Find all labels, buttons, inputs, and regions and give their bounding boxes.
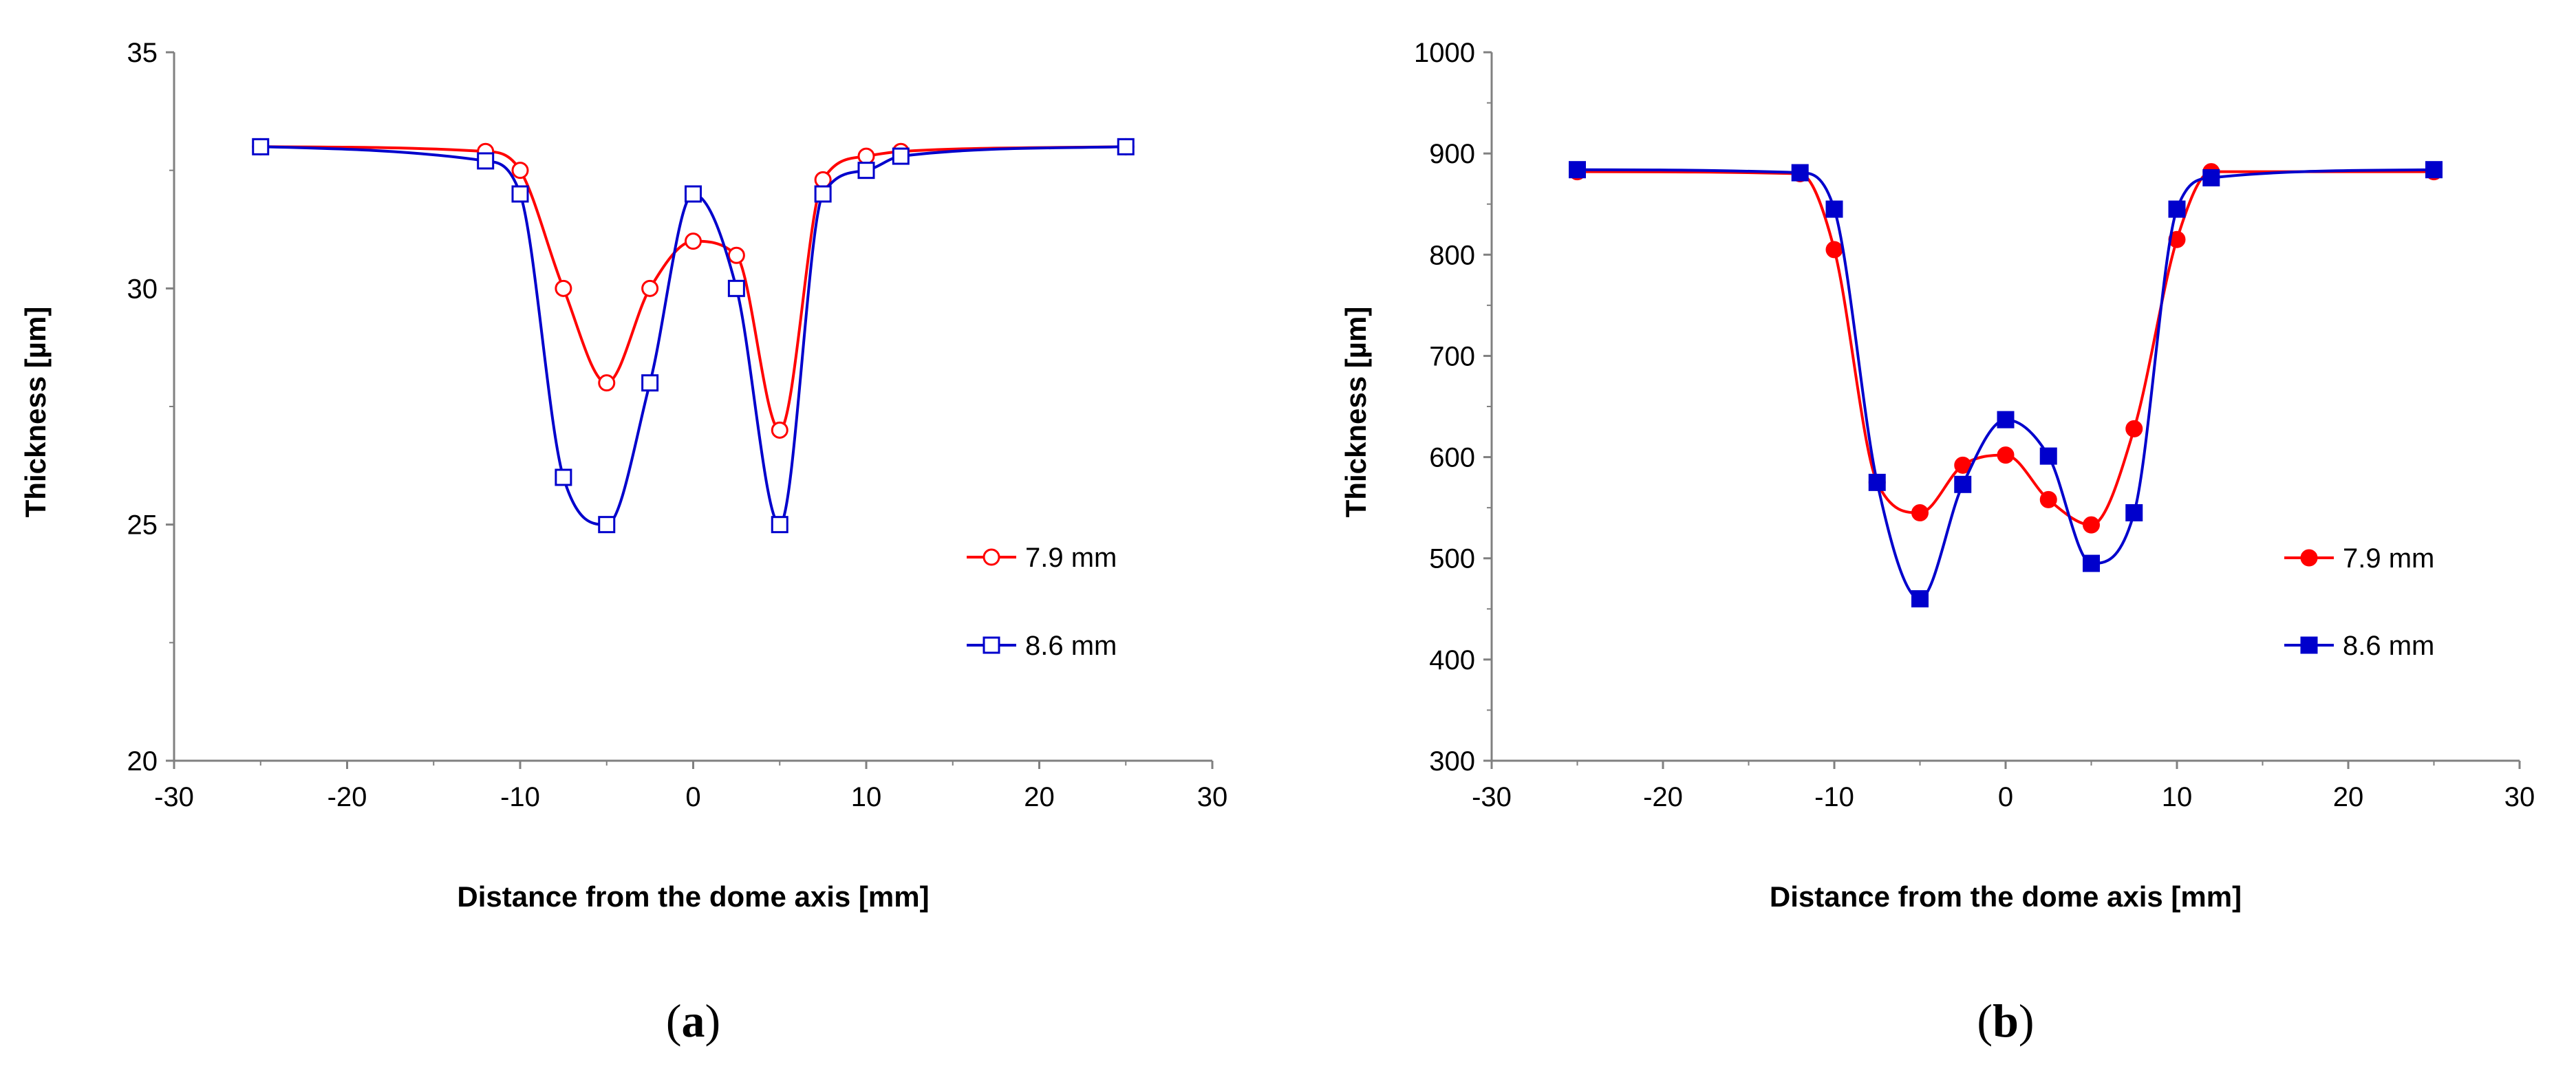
data-point (2425, 161, 2443, 179)
series-8-6-mm (252, 138, 1135, 534)
data-point (1954, 475, 1972, 493)
data-point (598, 374, 616, 392)
data-point (1997, 446, 2015, 464)
x-axis-label: Distance from the dome axis [mm] (457, 880, 929, 913)
data-point (2125, 420, 2143, 437)
panel-label: (b) (1977, 995, 2034, 1047)
x-tick-label: 30 (1197, 782, 1228, 812)
x-tick-label: -20 (1643, 782, 1683, 812)
data-point (1791, 164, 1809, 182)
x-tick-label: 10 (851, 782, 882, 812)
data-point (2039, 447, 2057, 465)
data-point (685, 232, 702, 250)
data-point (1954, 456, 1972, 474)
data-point (2202, 169, 2220, 186)
data-point (641, 279, 659, 297)
data-point (1825, 241, 1843, 259)
y-tick-label: 35 (127, 38, 158, 68)
data-point (2083, 554, 2100, 572)
data-point (252, 138, 270, 155)
y-tick-label: 25 (127, 510, 158, 541)
y-tick-label: 900 (1429, 139, 1475, 169)
panel-label: (a) (666, 995, 720, 1047)
data-point (555, 279, 572, 297)
data-point (1569, 161, 1586, 179)
chart-panel-a: 20 25 30 35 -30 -20 -10 0 10 20 30 Distance from th… (19, 38, 1227, 1047)
data-point (1825, 200, 1843, 218)
y-tick-label: 1000 (1414, 38, 1475, 68)
data-point (727, 279, 745, 297)
y-tick-label: 30 (127, 274, 158, 304)
x-tick-label: 10 (2162, 782, 2193, 812)
data-point (2168, 200, 2186, 218)
chart-panel-b: 300 400 500 600 700 800 900 1000 -30 -20 -10 0 10 20 3… (1340, 38, 2535, 1047)
x-tick-label: 30 (2504, 782, 2535, 812)
series-line (1577, 168, 2434, 600)
legend-marker (2300, 636, 2318, 654)
series-7-9-mm (252, 138, 1135, 439)
data-point (1868, 473, 1886, 491)
legend-label: 7.9 mm (2343, 543, 2434, 574)
data-point (555, 468, 572, 486)
data-point (685, 185, 702, 203)
x-tick-label: -10 (1814, 782, 1854, 812)
y-tick-label: 300 (1429, 746, 1475, 777)
data-point (857, 147, 875, 165)
x-axis-label: Distance from the dome axis [mm] (1770, 880, 2242, 913)
data-point (1911, 590, 1929, 608)
data-point (2125, 504, 2143, 521)
x-tick-label: -30 (1472, 782, 1512, 812)
legend-marker (2300, 549, 2318, 567)
x-tick-label: 20 (1024, 782, 1055, 812)
legend-entry: 8.6 mm (967, 631, 1117, 661)
data-point (641, 374, 659, 392)
data-point (511, 162, 529, 180)
data-point (892, 147, 910, 165)
data-point (1117, 138, 1135, 155)
legend-entry: 8.6 mm (2284, 631, 2434, 661)
legend-marker (983, 548, 1000, 566)
legend-label: 8.6 mm (1025, 631, 1117, 661)
y-tick-label: 500 (1429, 544, 1475, 574)
series-line (1577, 170, 2434, 527)
y-axis-label: Thickness [µm] (19, 307, 52, 518)
legend-entry: 7.9 mm (2284, 543, 2434, 574)
series-7-9-mm (1569, 163, 2443, 534)
legend-marker (983, 636, 1000, 654)
y-tick-label: 800 (1429, 240, 1475, 270)
y-tick-label: 700 (1429, 341, 1475, 371)
x-tick-label: -10 (500, 782, 540, 812)
data-point (1911, 504, 1929, 521)
x-tick-label: 0 (1998, 782, 2013, 812)
x-tick-label: -30 (154, 782, 194, 812)
y-tick-label: 20 (127, 746, 158, 777)
series-8-6-mm (1569, 161, 2443, 608)
data-point (771, 516, 788, 534)
x-tick-label: 20 (2333, 782, 2364, 812)
y-axis-label: Thickness [µm] (1340, 307, 1372, 518)
data-point (511, 185, 529, 203)
legend-entry: 7.9 mm (967, 543, 1117, 573)
legend-label: 8.6 mm (2343, 631, 2434, 661)
series-line (260, 145, 1126, 526)
data-point (477, 152, 495, 170)
legend-label: 7.9 mm (1025, 543, 1117, 573)
data-point (857, 162, 875, 180)
y-tick-label: 600 (1429, 443, 1475, 473)
x-tick-label: -20 (328, 782, 367, 812)
y-tick-label: 400 (1429, 645, 1475, 675)
data-point (771, 421, 788, 439)
data-point (1997, 411, 2015, 429)
data-point (598, 516, 616, 534)
data-point (814, 185, 832, 203)
x-tick-label: 0 (685, 782, 700, 812)
data-point (727, 246, 745, 264)
data-point (2083, 516, 2100, 534)
data-point (2039, 490, 2057, 508)
